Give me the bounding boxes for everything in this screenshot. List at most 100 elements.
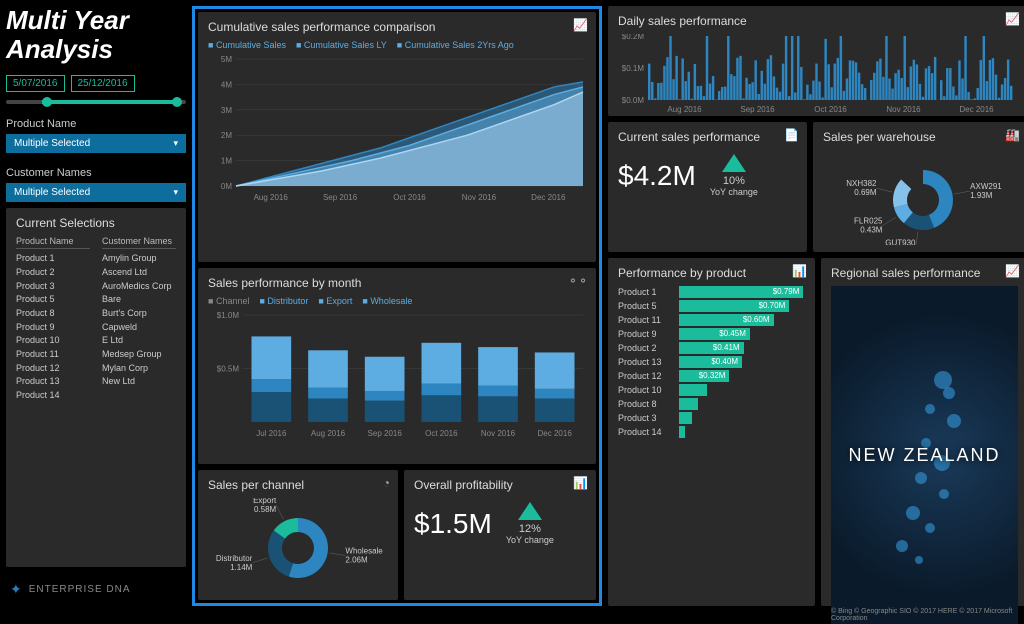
chart-icon: 📊: [792, 264, 807, 278]
pie-icon: ◔: [383, 476, 390, 490]
regional-panel[interactable]: 📈 Regional sales performance NEW ZEALAND…: [821, 258, 1024, 606]
svg-text:5M: 5M: [221, 55, 232, 64]
profitability-panel[interactable]: 📊 Overall profitability $1.5M 12% YoY ch…: [404, 470, 596, 600]
daily-chart: $0.2M$0.1M$0.0MAug 2016Sep 2016Oct 2016N…: [618, 34, 1018, 114]
svg-text:NXH382: NXH382: [846, 179, 877, 188]
cumulative-sales-panel[interactable]: 📈 Cumulative sales performance compariso…: [198, 12, 596, 262]
product-bar-row[interactable]: Product 2$0.41M: [618, 342, 805, 354]
customer-filter-label: Customer Names: [6, 167, 186, 179]
list-item: Product 10: [16, 334, 90, 348]
arrow-up-icon: [722, 154, 746, 172]
svg-text:0.43M: 0.43M: [860, 226, 883, 235]
svg-text:Dec 2016: Dec 2016: [538, 429, 573, 438]
product-bar-row[interactable]: Product 14: [618, 426, 805, 438]
product-bar-row[interactable]: Product 9$0.45M: [618, 328, 805, 340]
product-bar-row[interactable]: Product 8: [618, 398, 805, 410]
date-to[interactable]: 25/12/2016: [71, 75, 135, 92]
chart-icon: 📈: [1005, 264, 1020, 278]
chart-icon: ⚬⚬: [568, 274, 588, 288]
svg-text:Distributor: Distributor: [216, 554, 253, 563]
arrow-up-icon: [518, 502, 542, 520]
current-selections-panel: Current Selections Product Name Product …: [6, 208, 186, 567]
svg-text:1.14M: 1.14M: [230, 563, 253, 572]
list-item: Product 9: [16, 321, 90, 335]
cumulative-chart: 5M4M3M2M1M0MAug 2016Sep 2016Oct 2016Nov …: [208, 54, 588, 204]
warehouse-icon: 🏭: [1005, 128, 1020, 142]
product-filter-dropdown[interactable]: Multiple Selected▾: [6, 134, 186, 153]
list-item: Product 2: [16, 266, 90, 280]
chart-icon: 📊: [573, 476, 588, 490]
svg-text:$0.2M: $0.2M: [622, 34, 645, 41]
sales-per-channel-panel[interactable]: ◔ Sales per channel Wholesale2.06MDistri…: [198, 470, 398, 600]
svg-text:Jul 2016: Jul 2016: [256, 429, 287, 438]
svg-text:$0.1M: $0.1M: [622, 64, 645, 73]
list-item: Product 14: [16, 389, 90, 403]
product-filter-label: Product Name: [6, 118, 186, 130]
list-item: Product 8: [16, 307, 90, 321]
list-item: Product 1: [16, 252, 90, 266]
chart-icon: 📈: [1005, 12, 1020, 26]
channel-donut: Wholesale2.06M Distributor1.14M Export0.58…: [208, 498, 388, 593]
warehouse-panel[interactable]: 🏭 Sales per warehouse AXW2911.93MGUT9300…: [813, 122, 1024, 252]
svg-text:Export: Export: [253, 498, 277, 505]
svg-text:AXW291: AXW291: [970, 182, 1002, 191]
dna-icon: ✦: [10, 581, 23, 598]
performance-by-product-panel[interactable]: 📊 Performance by product Product 1$0.79M…: [608, 258, 815, 606]
svg-text:0M: 0M: [221, 182, 232, 191]
brand-logo: ✦ ENTERPRISE DNA: [6, 573, 186, 606]
svg-text:Aug 2016: Aug 2016: [254, 193, 289, 202]
product-bar-row[interactable]: Product 11$0.60M: [618, 314, 805, 326]
product-bar-row[interactable]: Product 12$0.32M: [618, 370, 805, 382]
list-item: Capweld: [102, 321, 176, 335]
chart-icon: 📈: [573, 18, 588, 32]
warehouse-donut: AXW2911.93MGUT9300.73MFLR0250.43MNXH3820…: [823, 150, 1018, 245]
list-item: Product 3: [16, 280, 90, 294]
daily-sales-panel[interactable]: 📈 Daily sales performance $0.2M$0.1M$0.0…: [608, 6, 1024, 116]
date-from[interactable]: 5/07/2016: [6, 75, 65, 92]
list-item: Mylan Corp: [102, 362, 176, 376]
svg-text:2.06M: 2.06M: [345, 556, 368, 565]
svg-text:1M: 1M: [221, 157, 232, 166]
svg-text:Oct 2016: Oct 2016: [393, 193, 426, 202]
date-slider[interactable]: [6, 100, 186, 104]
svg-text:Oct 2016: Oct 2016: [814, 105, 847, 114]
list-item: Ascend Ltd: [102, 266, 176, 280]
svg-text:Wholesale: Wholesale: [345, 547, 383, 556]
map[interactable]: NEW ZEALAND © Bing © Geographic SIO © 20…: [831, 286, 1018, 624]
product-bar-row[interactable]: Product 10: [618, 384, 805, 396]
svg-text:Nov 2016: Nov 2016: [462, 193, 497, 202]
svg-text:Dec 2016: Dec 2016: [531, 193, 566, 202]
chevron-down-icon: ▾: [173, 187, 178, 198]
svg-text:$1.0M: $1.0M: [217, 311, 240, 320]
list-item: Product 12: [16, 362, 90, 376]
page-title: Multi Year Analysis 5/07/2016 25/12/2016…: [6, 6, 186, 202]
profitability-value: $1.5M: [414, 508, 492, 540]
svg-text:Sep 2016: Sep 2016: [740, 105, 775, 114]
list-item: Medsep Group: [102, 348, 176, 362]
product-bar-row[interactable]: Product 5$0.70M: [618, 300, 805, 312]
product-bar-row[interactable]: Product 3: [618, 412, 805, 424]
monthly-sales-panel[interactable]: ⚬⚬ Sales performance by month ChannelDis…: [198, 268, 596, 464]
svg-text:Aug 2016: Aug 2016: [311, 429, 346, 438]
svg-text:Sep 2016: Sep 2016: [368, 429, 403, 438]
svg-text:Nov 2016: Nov 2016: [886, 105, 921, 114]
list-item: Product 5: [16, 293, 90, 307]
list-item: E Ltd: [102, 334, 176, 348]
svg-text:0.58M: 0.58M: [254, 505, 277, 514]
svg-text:GUT930: GUT930: [885, 238, 916, 245]
list-item: Burt's Corp: [102, 307, 176, 321]
list-item: AuroMedics Corp: [102, 280, 176, 294]
svg-text:$0.0M: $0.0M: [622, 96, 645, 105]
current-sales-value: $4.2M: [618, 160, 696, 192]
customer-filter-dropdown[interactable]: Multiple Selected▾: [6, 183, 186, 202]
svg-text:Sep 2016: Sep 2016: [323, 193, 358, 202]
svg-text:0.69M: 0.69M: [854, 188, 877, 197]
monthly-chart: $1.0M $0.5M Jul 2016 Aug 2016 Sep 2016 Oct 20…: [208, 310, 588, 440]
svg-text:Oct 2016: Oct 2016: [425, 429, 458, 438]
svg-text:$0.5M: $0.5M: [217, 365, 240, 374]
product-bar-row[interactable]: Product 1$0.79M: [618, 286, 805, 298]
svg-text:4M: 4M: [221, 80, 232, 89]
current-sales-panel[interactable]: 📄 Current sales performance $4.2M 10% Yo…: [608, 122, 807, 252]
svg-text:Dec 2016: Dec 2016: [959, 105, 994, 114]
product-bar-row[interactable]: Product 13$0.40M: [618, 356, 805, 368]
